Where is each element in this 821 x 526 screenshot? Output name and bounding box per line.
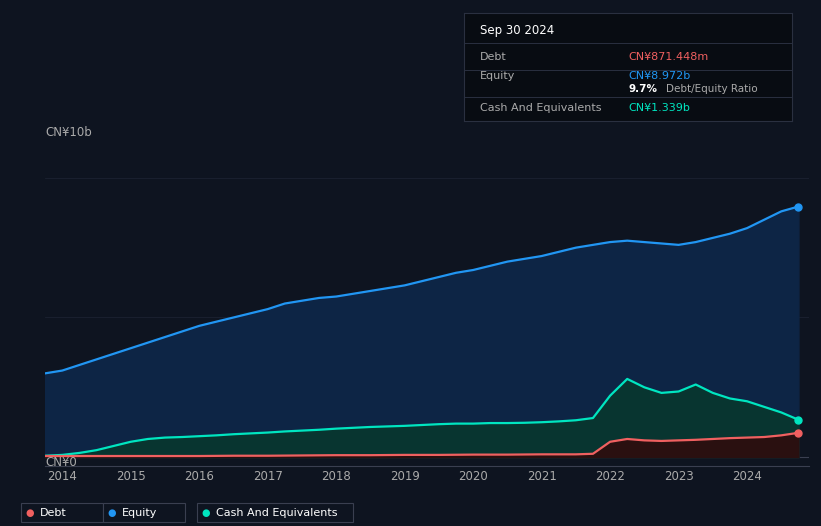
- Text: Debt: Debt: [39, 508, 67, 518]
- Text: ●: ●: [108, 508, 116, 518]
- Text: Equity: Equity: [122, 508, 157, 518]
- Text: Sep 30 2024: Sep 30 2024: [480, 24, 554, 37]
- Text: ●: ●: [25, 508, 34, 518]
- Text: Cash And Equivalents: Cash And Equivalents: [216, 508, 337, 518]
- Text: Equity: Equity: [480, 70, 516, 80]
- Text: CN¥871.448m: CN¥871.448m: [628, 52, 709, 62]
- Text: Debt/Equity Ratio: Debt/Equity Ratio: [666, 84, 758, 94]
- Text: Debt: Debt: [480, 52, 507, 62]
- Text: CN¥8.972b: CN¥8.972b: [628, 70, 690, 80]
- Text: 9.7%: 9.7%: [628, 84, 657, 94]
- Text: Cash And Equivalents: Cash And Equivalents: [480, 103, 602, 113]
- Text: CN¥10b: CN¥10b: [45, 126, 92, 139]
- Text: ●: ●: [202, 508, 210, 518]
- Text: CN¥1.339b: CN¥1.339b: [628, 103, 690, 113]
- Text: CN¥0: CN¥0: [45, 456, 77, 469]
